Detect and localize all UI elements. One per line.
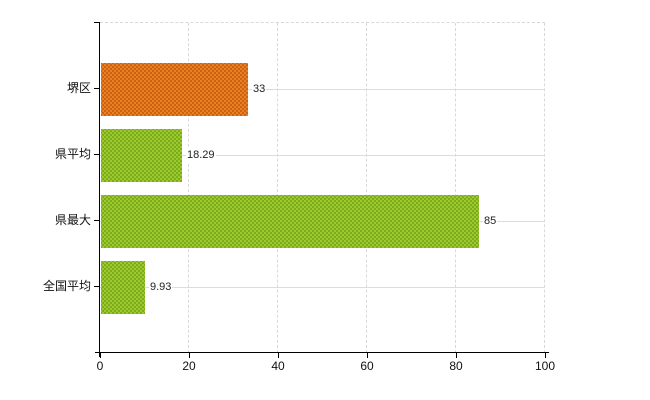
x-axis-tick [189,352,190,358]
value-label: 9.93 [149,280,173,294]
x-axis-tick [278,352,279,358]
category-label-県平均: 県平均 [54,147,91,161]
vertical-gridline [455,23,456,353]
y-axis-line [99,22,100,357]
y-axis-tick [94,88,100,89]
vertical-gridline [366,23,367,353]
x-axis-tick-label: 20 [182,359,196,373]
category-label-全国平均: 全国平均 [42,279,91,293]
vertical-gridline [544,23,545,353]
vertical-gridline [277,23,278,353]
plot-area: 33 18.29 85 9.93 [100,22,545,353]
horizontal-gridline [100,286,545,288]
x-axis-tick-label: 80 [449,359,463,373]
bar-全国平均[interactable] [101,260,145,314]
bar-県平均[interactable] [101,128,182,182]
y-axis-tick [94,154,100,155]
bar-県最大[interactable] [101,194,479,248]
x-axis-tick [545,352,546,358]
horizontal-gridline [100,154,545,156]
x-axis-tick [367,352,368,358]
x-axis-tick-label: 60 [360,359,374,373]
category-label-堺区: 堺区 [66,81,91,95]
bar-堺区[interactable] [101,62,248,116]
value-label: 33 [252,82,267,96]
x-axis-line [95,352,549,353]
x-axis-tick-label: 0 [96,359,104,373]
value-label: 18.29 [186,148,216,162]
value-label: 85 [483,214,498,228]
horizontal-gridline [100,88,545,90]
x-axis-tick [100,352,101,358]
x-axis-tick [456,352,457,358]
y-axis-tick [94,220,100,221]
vertical-gridline [188,23,189,353]
category-label-県最大: 県最大 [54,213,91,227]
x-axis-tick-label: 100 [534,359,556,373]
y-axis-tick [94,286,100,287]
x-axis-tick-label: 40 [271,359,285,373]
y-axis-boundary-tick [94,22,100,23]
